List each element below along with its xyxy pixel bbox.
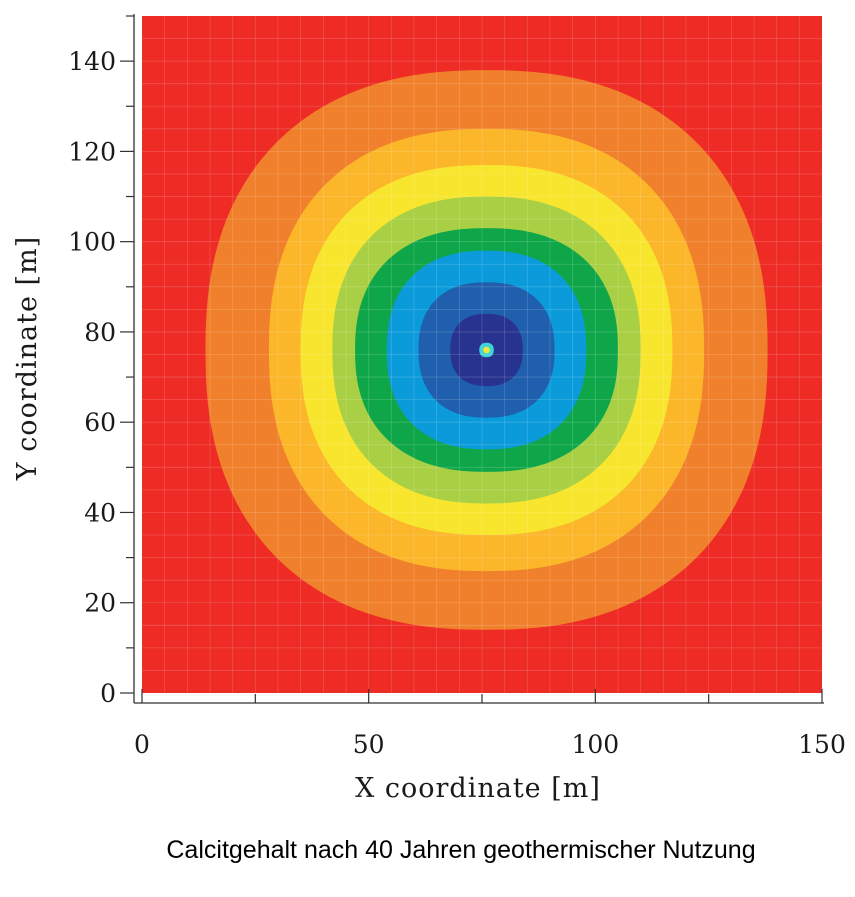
grid-lines: [142, 16, 822, 693]
x-axis-ticks: 0 50 100 150: [134, 689, 846, 759]
y-tick-label: 80: [84, 318, 116, 347]
plot-area: [142, 16, 822, 693]
y-tick-label: 140: [68, 47, 116, 76]
x-axis-label: X coordinate [m]: [355, 773, 601, 804]
y-axis-ticks: 0 20 40 60 80 100 120 140: [68, 15, 134, 708]
contour-level-10: [483, 346, 490, 354]
y-tick-label: 20: [84, 589, 116, 618]
y-tick-label: 100: [68, 228, 116, 257]
x-tick-label: 0: [134, 730, 150, 759]
y-tick-label: 0: [100, 679, 116, 708]
figure-caption: Calcitgehalt nach 40 Jahren geothermisch…: [166, 836, 756, 864]
y-tick-label: 40: [84, 498, 116, 527]
x-tick-label: 100: [571, 730, 619, 759]
y-tick-label: 60: [84, 408, 116, 437]
y-tick-label: 120: [68, 137, 116, 166]
x-tick-label: 50: [353, 730, 385, 759]
y-axis-label: Y coordinate [m]: [12, 236, 43, 481]
x-tick-label: 150: [798, 730, 846, 759]
